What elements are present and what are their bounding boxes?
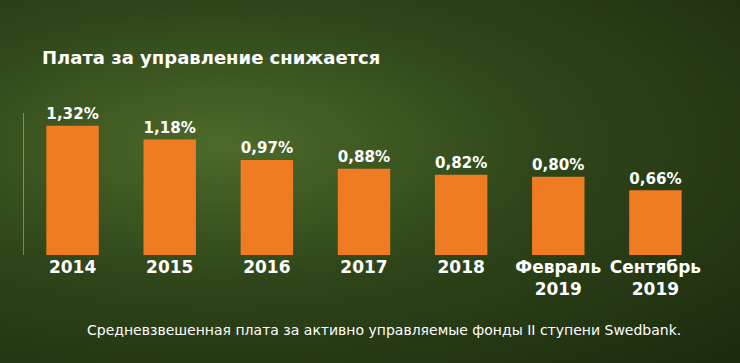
svg-text:0,88%: 0,88% [338,148,390,166]
svg-text:Плата за управление снижается: Плата за управление снижается [42,47,380,68]
svg-text:1,18%: 1,18% [144,119,196,137]
svg-text:1,32%: 1,32% [46,105,98,123]
svg-text:0,66%: 0,66% [629,170,681,188]
svg-text:Сентябрь2019: Сентябрь2019 [610,257,701,299]
svg-text:0,80%: 0,80% [532,156,584,174]
svg-text:2016: 2016 [243,257,290,277]
svg-text:2017: 2017 [340,257,387,277]
svg-text:0,97%: 0,97% [241,139,293,157]
svg-text:Февраль2019: Февраль2019 [515,257,601,299]
svg-text:2015: 2015 [146,257,193,277]
svg-text:0,82%: 0,82% [435,154,487,172]
svg-text:Средневзвешенная плата за акти: Средневзвешенная плата за активно управл… [87,322,681,338]
svg-text:2018: 2018 [437,257,484,277]
svg-text:2014: 2014 [49,257,96,277]
